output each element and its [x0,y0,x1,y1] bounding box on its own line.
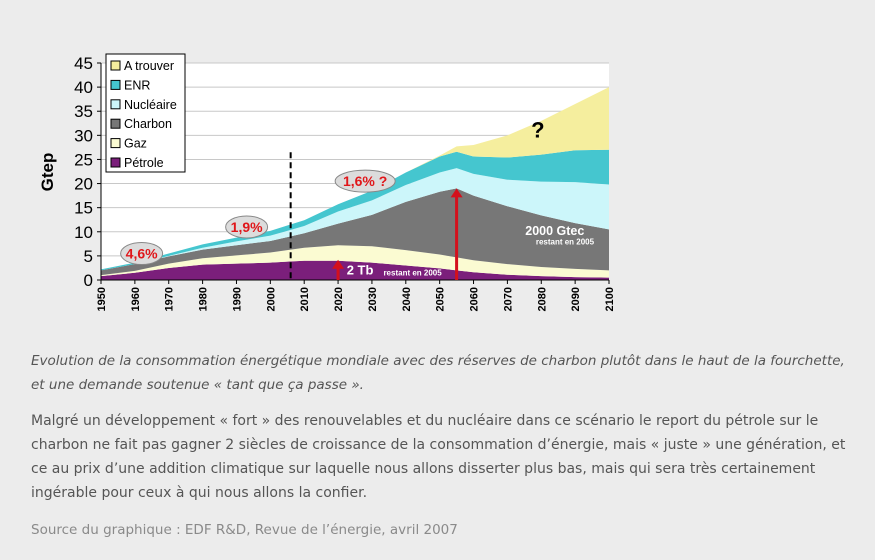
y-axis-title: Gtep [38,153,57,192]
y-tick-label: 45 [74,54,93,73]
y-tick-label: 40 [74,78,93,97]
coal-reserve-sublabel: restant en 2005 [536,237,595,246]
growth-bubble [334,169,396,193]
legend-swatch [110,157,121,168]
growth-rate-label: 1,6% ? [343,173,387,189]
x-tick-label: 2020 [333,287,345,311]
source-note: Source du graphique : EDF R&D, Revue de … [31,522,458,538]
x-tick-label: 1990 [231,287,243,311]
x-tick-label: 2100 [604,287,616,311]
chart-svg: 0 5 10 15 20 25 30 35 40 45 1950 1960 1970 1980 1990 20… [38,53,616,311]
x-tick-label: 1980 [198,287,210,311]
red-arrow-head [332,259,345,269]
coal-reserve-label: 2000 Gtec [525,224,584,238]
legend-swatch [110,60,121,71]
legend-label: Charbon [124,117,172,131]
y-tick-label: 30 [74,126,93,145]
x-tick-label: 1960 [130,287,142,311]
body-paragraph: Malgré un développement « fort » des ren… [31,413,846,501]
unknown-source-question: ? [531,118,544,143]
x-tick-label: 2070 [502,287,514,311]
oil-reserve-label: 2 Tb [347,263,374,278]
legend-swatch [110,99,121,110]
x-tick-label: 2050 [435,287,447,311]
x-tick-label: 2040 [401,287,413,311]
x-tick-label: 2090 [570,287,582,311]
area-enr [101,149,609,271]
y-tick-label: 5 [84,247,93,266]
legend-swatch [110,118,121,129]
legend-label: Pétrole [124,156,164,170]
energy-consumption-chart: 0 5 10 15 20 25 30 35 40 45 1950 1960 1970 1980 1990 20… [0,0,640,330]
y-tick-label: 10 [74,223,93,242]
area-charbon [101,188,609,276]
legend: A trouver ENR Nucléaire Charbon Gaz Pétrole [105,53,186,173]
x-tick-label: 2060 [469,287,481,311]
red-arrow-head [450,188,463,198]
area-pétrole [101,260,609,280]
x-tick-label: 2010 [299,287,311,311]
legend-label: ENR [124,78,150,92]
legend-label: Nucléaire [124,98,177,112]
x-tick-label: 2080 [536,287,548,311]
area-gaz [101,245,609,278]
x-tick-label: 2000 [265,287,277,311]
x-tick-label: 1970 [164,287,176,311]
area-nucléaire [101,168,609,271]
legend-box [105,53,186,173]
y-tick-label: 20 [74,175,93,194]
legend-label: Gaz [124,137,147,151]
legend-swatch [110,79,121,90]
y-tick-label: 0 [84,271,93,290]
growth-rate-label: 4,6% [126,245,158,261]
y-tick-label: 15 [74,199,93,218]
y-tick-label: 35 [74,102,93,121]
growth-bubble [225,215,269,239]
chart-caption: Evolution de la consommation énergétique… [31,353,845,393]
y-tick-label: 25 [74,150,93,169]
growth-rate-label: 1,9% [231,219,263,235]
growth-bubble [120,241,164,265]
oil-reserve-sublabel: restant en 2005 [383,269,442,278]
x-tick-label: 2030 [367,287,379,311]
x-tick-label: 1950 [96,287,108,311]
legend-swatch [110,138,121,149]
legend-label: A trouver [124,59,174,73]
